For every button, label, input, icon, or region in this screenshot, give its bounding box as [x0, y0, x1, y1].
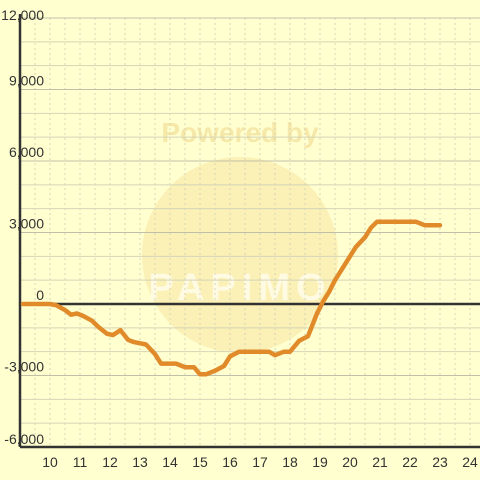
- y-tick-label: 3,000: [9, 216, 44, 232]
- watermark-powered-by-text: Powered by: [161, 117, 319, 148]
- x-axis-tick-labels: 10 11 12 13 14 15 16 17 18 19 20 21 22 23 24: [42, 454, 478, 470]
- x-tick-label: 15: [192, 454, 208, 470]
- x-tick-label: 12: [102, 454, 118, 470]
- grid-lines: [20, 17, 480, 448]
- watermark-circle: [142, 157, 338, 353]
- y-tick-label: 0: [36, 287, 44, 303]
- x-tick-label: 11: [73, 454, 88, 470]
- x-tick-label: 18: [282, 454, 298, 470]
- x-tick-label: 10: [42, 454, 58, 470]
- x-tick-label: 14: [162, 454, 178, 470]
- series-line: [20, 219, 443, 377]
- series-layer: [20, 219, 443, 377]
- watermark-brand-text: PAPIMO: [148, 267, 331, 309]
- x-tick-label: 23: [432, 454, 448, 470]
- y-tick-label: 6,000: [9, 144, 44, 160]
- x-tick-label: 13: [132, 454, 148, 470]
- y-tick-label: 12,000: [1, 7, 44, 23]
- x-tick-label: 24: [462, 454, 478, 470]
- axes: [18, 14, 480, 449]
- y-tick-label: -3,000: [4, 359, 44, 375]
- y-axis-tick-labels: -6,000 -3,000 0 3,000 6,000 9,000 12,000: [1, 7, 44, 447]
- x-tick-label: 16: [222, 454, 238, 470]
- y-tick-label: -6,000: [4, 431, 44, 447]
- y-tick-label: 9,000: [9, 73, 44, 89]
- x-tick-label: 21: [372, 454, 388, 470]
- x-tick-label: 19: [312, 454, 328, 470]
- x-tick-label: 20: [342, 454, 358, 470]
- x-tick-label: 22: [402, 454, 418, 470]
- x-tick-label: 17: [252, 454, 268, 470]
